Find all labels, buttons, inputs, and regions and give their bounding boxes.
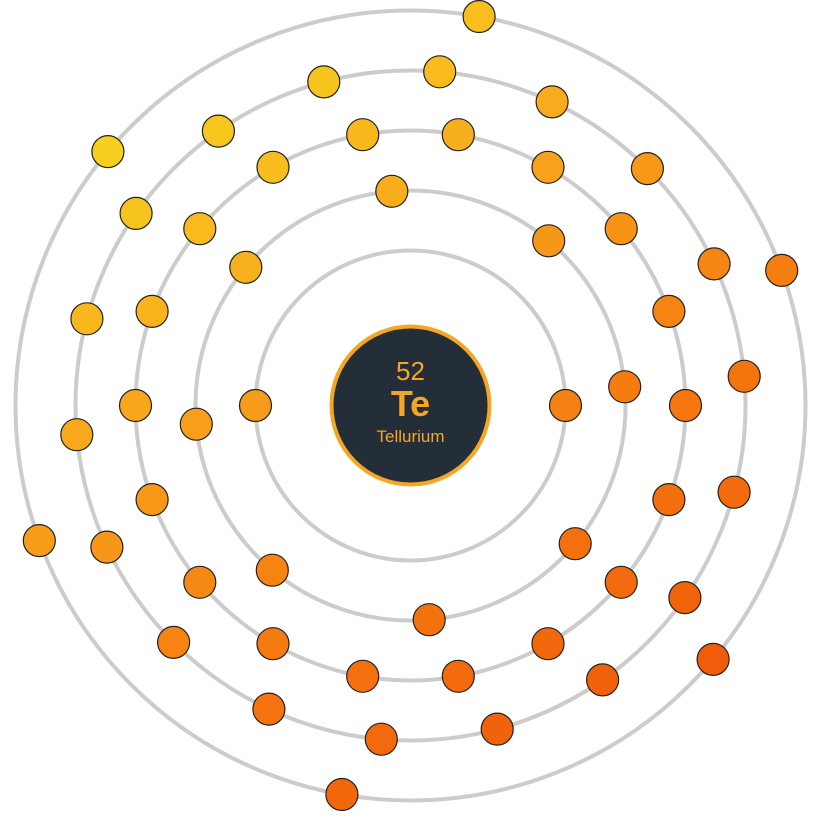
electron-shell-4 [585, 663, 620, 697]
electron-shell-3 [531, 150, 565, 184]
electron-shell-4 [70, 302, 104, 336]
electron-shell-2 [179, 407, 213, 441]
nucleus-circle [329, 324, 492, 487]
electron-shell-3 [118, 388, 153, 423]
electron-shell-3 [604, 212, 638, 246]
electron-shell-3 [256, 627, 290, 661]
electron-shell-3 [183, 212, 217, 246]
electron-shell-4 [119, 196, 153, 230]
electron-shell-5 [462, 0, 496, 34]
electron-shell-4 [157, 625, 191, 660]
electron-shell-5 [696, 642, 730, 677]
electron-shell-5 [325, 777, 359, 812]
electron-shell-4 [480, 712, 514, 746]
electron-shell-4 [630, 152, 665, 186]
electron-shell-4 [423, 55, 457, 89]
electron-shell-4 [535, 85, 569, 119]
element-name: Tellurium [376, 427, 444, 446]
electron-shell-4 [697, 247, 731, 281]
electron-shell-2 [255, 553, 289, 587]
electron-shell-4 [307, 65, 341, 99]
electron-shell-5 [765, 253, 799, 287]
electron-shell-3 [668, 388, 703, 423]
electron-shell-3 [441, 659, 475, 693]
electron-shell-3 [346, 659, 380, 693]
electron-shell-3 [441, 118, 475, 152]
electron-shell-2 [558, 527, 592, 561]
electron-shell-2 [412, 603, 446, 637]
atomic-number: 52 [396, 356, 425, 386]
electron-shell-3 [652, 294, 686, 328]
element-symbol: Te [391, 383, 430, 424]
electron-shell-4 [60, 418, 94, 452]
electron-shell-1 [238, 388, 273, 423]
electron-shell-3 [604, 565, 638, 599]
electron-shell-5 [91, 135, 125, 169]
shell-ring-2 [193, 188, 628, 623]
electrons [22, 0, 799, 812]
electron-shell-2 [532, 224, 566, 258]
electron-shell-5 [22, 523, 56, 558]
electron-shell-2 [229, 250, 263, 284]
electron-shell-3 [531, 627, 565, 661]
electron-shell-3 [652, 483, 686, 517]
shell-ring-5 [13, 8, 808, 803]
electron-shell-3 [183, 565, 217, 599]
electron-shell-2 [608, 370, 642, 404]
electron-shell-4 [668, 580, 702, 615]
shell-ring-4 [73, 68, 748, 743]
electron-shell-1 [548, 388, 583, 423]
electron-shell-3 [135, 294, 169, 328]
electron-shell-3 [135, 483, 169, 517]
electron-shell-4 [252, 692, 286, 726]
electron-shell-4 [201, 114, 235, 148]
electron-shell-3 [346, 118, 380, 152]
electron-shell-4 [90, 530, 124, 564]
electron-shell-4 [727, 359, 761, 393]
nucleus: 52 Te Tellurium [329, 324, 492, 487]
electron-shell-3 [256, 150, 290, 184]
electron-shell-4 [364, 722, 398, 756]
electron-shell-2 [375, 174, 409, 208]
electron-shell-4 [717, 475, 751, 509]
